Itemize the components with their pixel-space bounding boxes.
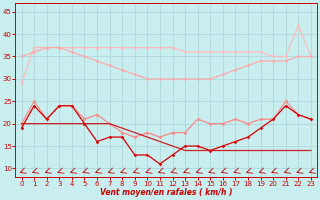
- X-axis label: Vent moyen/en rafales ( km/h ): Vent moyen/en rafales ( km/h ): [100, 188, 233, 197]
